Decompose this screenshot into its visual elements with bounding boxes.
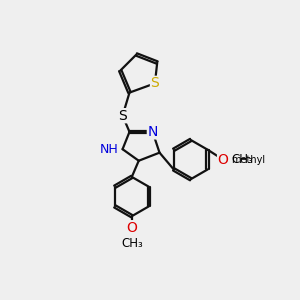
Text: CH₃: CH₃ (121, 237, 143, 250)
Text: S: S (118, 109, 127, 123)
Text: NH: NH (100, 143, 118, 156)
Text: O: O (218, 153, 229, 166)
Text: S: S (151, 76, 159, 90)
Text: N: N (147, 125, 158, 139)
Text: methyl: methyl (231, 154, 265, 165)
Text: O: O (126, 221, 137, 235)
Text: CH₃: CH₃ (231, 153, 253, 166)
